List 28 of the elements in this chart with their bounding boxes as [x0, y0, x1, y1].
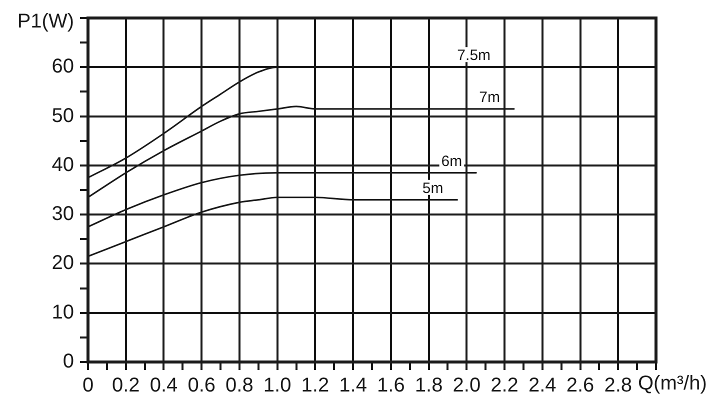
x-tick-label: 0.4	[150, 374, 178, 397]
y-tick-label: 30	[52, 203, 74, 226]
series-label: 7.5m	[457, 47, 491, 64]
y-tick-label: 20	[52, 252, 74, 274]
x-axis-title: Q(m³/h)	[638, 372, 707, 395]
x-tick-label: 1.6	[377, 374, 405, 397]
series-label: 5m	[422, 180, 444, 197]
x-tick-label: 0.6	[188, 374, 216, 397]
x-tick-label: 2.4	[528, 374, 556, 397]
series-label: 7m	[479, 88, 500, 106]
y-tick-label: 60	[52, 56, 74, 78]
y-tick-label: 10	[52, 301, 74, 324]
y-tick-label: 40	[52, 154, 74, 176]
y-axis-title: P1(W)	[17, 10, 74, 33]
x-tick-label: 2.6	[566, 374, 594, 397]
x-tick-label: 1.0	[263, 374, 292, 397]
x-tick-label: 2.2	[490, 374, 518, 397]
y-tick-label: 50	[52, 104, 74, 127]
x-tick-label: 2.8	[604, 374, 632, 397]
x-tick-label: 1.2	[301, 374, 330, 397]
y-tick-label: 0	[62, 350, 74, 373]
x-tick-label: 2.0	[452, 374, 481, 397]
series-label: 6m	[441, 152, 462, 170]
x-tick-label: 0	[82, 374, 94, 397]
x-tick-label: 1.4	[339, 374, 367, 397]
x-tick-label: 0.8	[226, 374, 254, 397]
x-tick-label: 1.8	[414, 374, 443, 397]
x-tick-label: 0.2	[112, 374, 140, 397]
